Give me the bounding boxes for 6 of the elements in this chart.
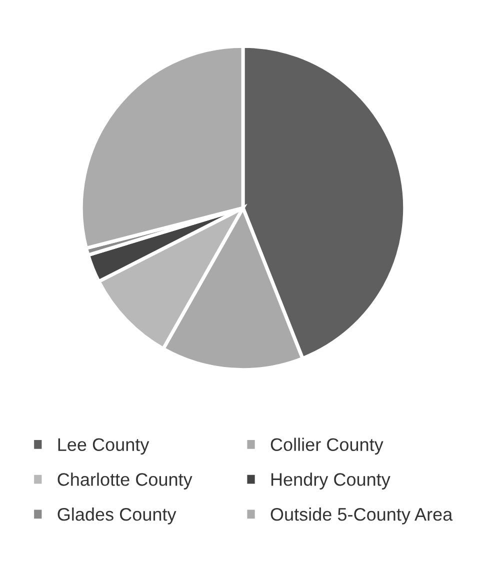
legend-label: Collier County — [270, 438, 384, 455]
legend-label: Hendry County — [271, 472, 390, 490]
legend-label: Lee County — [58, 438, 150, 455]
legend-label: Charlotte County — [58, 472, 192, 490]
legend-label: Glades County — [58, 508, 176, 524]
legend-label: Outside 5-County Area — [270, 508, 453, 524]
